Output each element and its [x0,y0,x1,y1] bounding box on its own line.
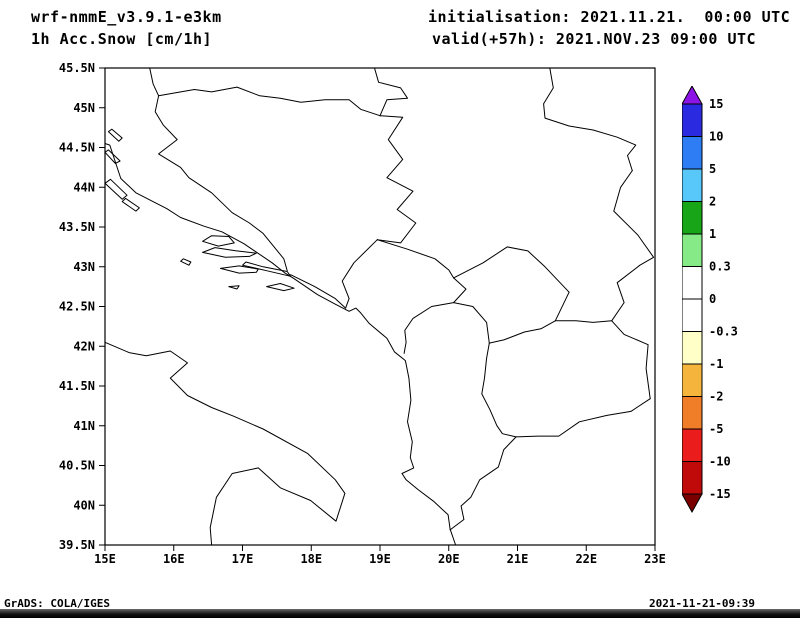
colorbar-segment [682,103,703,137]
map-plot: 45.5N 45N 44.5N 44N 43.5N 43N 42.5N 42N … [59,61,666,566]
border-croatia-bosnia-west [149,67,288,272]
colorbar-segment [682,298,703,332]
border-macedonia-greece [515,398,651,438]
x-tick-label: 22E [575,552,597,566]
coastline-italy [104,341,346,546]
border-serbia-bulgaria [611,170,655,322]
colorbar-label: 0.3 [709,260,731,274]
grads-credit: GrADS: COLA/IGES [4,597,110,610]
y-tick-label: 40.5N [59,459,95,473]
y-axis-ticks [99,67,105,546]
x-tick-label: 16E [163,552,185,566]
y-tick-label: 40N [73,498,95,512]
colorbar-label: 0 [709,292,716,306]
island-hvar [202,247,257,258]
border-serbia-romania [543,67,637,172]
border-montenegro-albania [403,302,455,354]
border-kosovo-albania [453,302,490,344]
coastline-adriatic-east [104,143,457,546]
bottom-strip [0,609,800,618]
peninsula-peljesac [242,261,292,277]
border-croatia-bosnia-north [158,86,381,117]
y-tick-label: 42N [73,339,95,353]
border-kosovo-serbia-north [453,246,570,293]
plot-timestamp: 2021-11-21-09:39 [649,597,755,610]
colorbar-label: 1 [709,227,716,241]
island-brac [202,235,235,247]
x-tick-label: 18E [300,552,322,566]
colorbar-label: -10 [709,455,731,469]
colorbar-segment [682,428,703,462]
model-title: wrf-nmmE_v3.9.1-e3km [31,8,222,26]
island-lastovo [228,285,240,290]
y-tick-label: 43.5N [59,220,95,234]
colorbar-label: 10 [709,130,723,144]
border-albania-macedonia [481,342,517,438]
border-bosnia-serbia-drina [376,115,417,244]
colorbar: 15 10 5 2 1 0.3 0 -0.3 -1 -2 -5 -10 -15 [682,86,738,514]
x-tick-label: 23E [644,552,666,566]
colorbar-top-triangle [682,86,703,105]
colorbar-label: 5 [709,162,716,176]
x-tick-label: 15E [94,552,116,566]
colorbar-segment [682,136,703,170]
colorbar-label: -1 [709,357,723,371]
colorbar-label: -0.3 [709,325,738,339]
x-tick-label: 17E [232,552,254,566]
border-kosovo-serbia-east [554,291,570,322]
border-montenegro-kosovo [453,277,467,304]
island-mljet [266,283,295,292]
init-time: initialisation: 2021.11.21. 00:00 UTC [428,8,791,26]
border-serbia-macedonia [554,320,613,323]
field-title: 1h Acc.Snow [cm/1h] [31,30,213,48]
colorbar-segment [682,331,703,365]
border-croatia-bosnia-south [290,274,347,309]
y-tick-label: 42.5N [59,300,95,314]
colorbar-label: -5 [709,422,723,436]
border-bosnia-montenegro [341,239,378,309]
border-albania-greece [449,436,517,531]
colorbar-segment [682,266,703,300]
border-kosovo-macedonia [488,320,556,344]
island-pag [104,149,121,164]
colorbar-segment [682,396,703,430]
border-macedonia-bulgaria [611,320,651,400]
island-korcula [220,265,259,274]
colorbar-segment [682,233,703,267]
x-tick-label: 20E [438,552,460,566]
colorbar-label: -15 [709,487,731,501]
colorbar-label: 15 [709,97,723,111]
x-tick-label: 19E [369,552,391,566]
y-tick-label: 44.5N [59,141,95,155]
border-montenegro-serbia [376,239,455,279]
plot-frame [104,67,656,546]
colorbar-label: 2 [709,195,716,209]
valid-time: valid(+57h): 2021.NOV.23 09:00 UTC [432,30,757,48]
y-tick-label: 44N [73,180,95,194]
island-dugi-otok [104,178,128,200]
colorbar-segment [682,363,703,397]
island-rab [107,128,123,142]
island-kornati [121,197,140,212]
island-vis [180,258,192,266]
border-croatia-serbia [374,67,408,117]
y-tick-label: 45.5N [59,61,95,75]
y-tick-label: 39.5N [59,538,95,552]
y-tick-label: 41N [73,419,95,433]
y-tick-label: 45N [73,101,95,115]
colorbar-segment [682,201,703,235]
y-tick-label: 43N [73,260,95,274]
colorbar-bottom-triangle [682,493,703,514]
x-axis-ticks [104,545,656,551]
y-tick-label: 41.5N [59,379,95,393]
colorbar-segment [682,168,703,202]
colorbar-segment [682,461,703,495]
colorbar-label: -2 [709,390,723,404]
x-tick-label: 21E [507,552,529,566]
